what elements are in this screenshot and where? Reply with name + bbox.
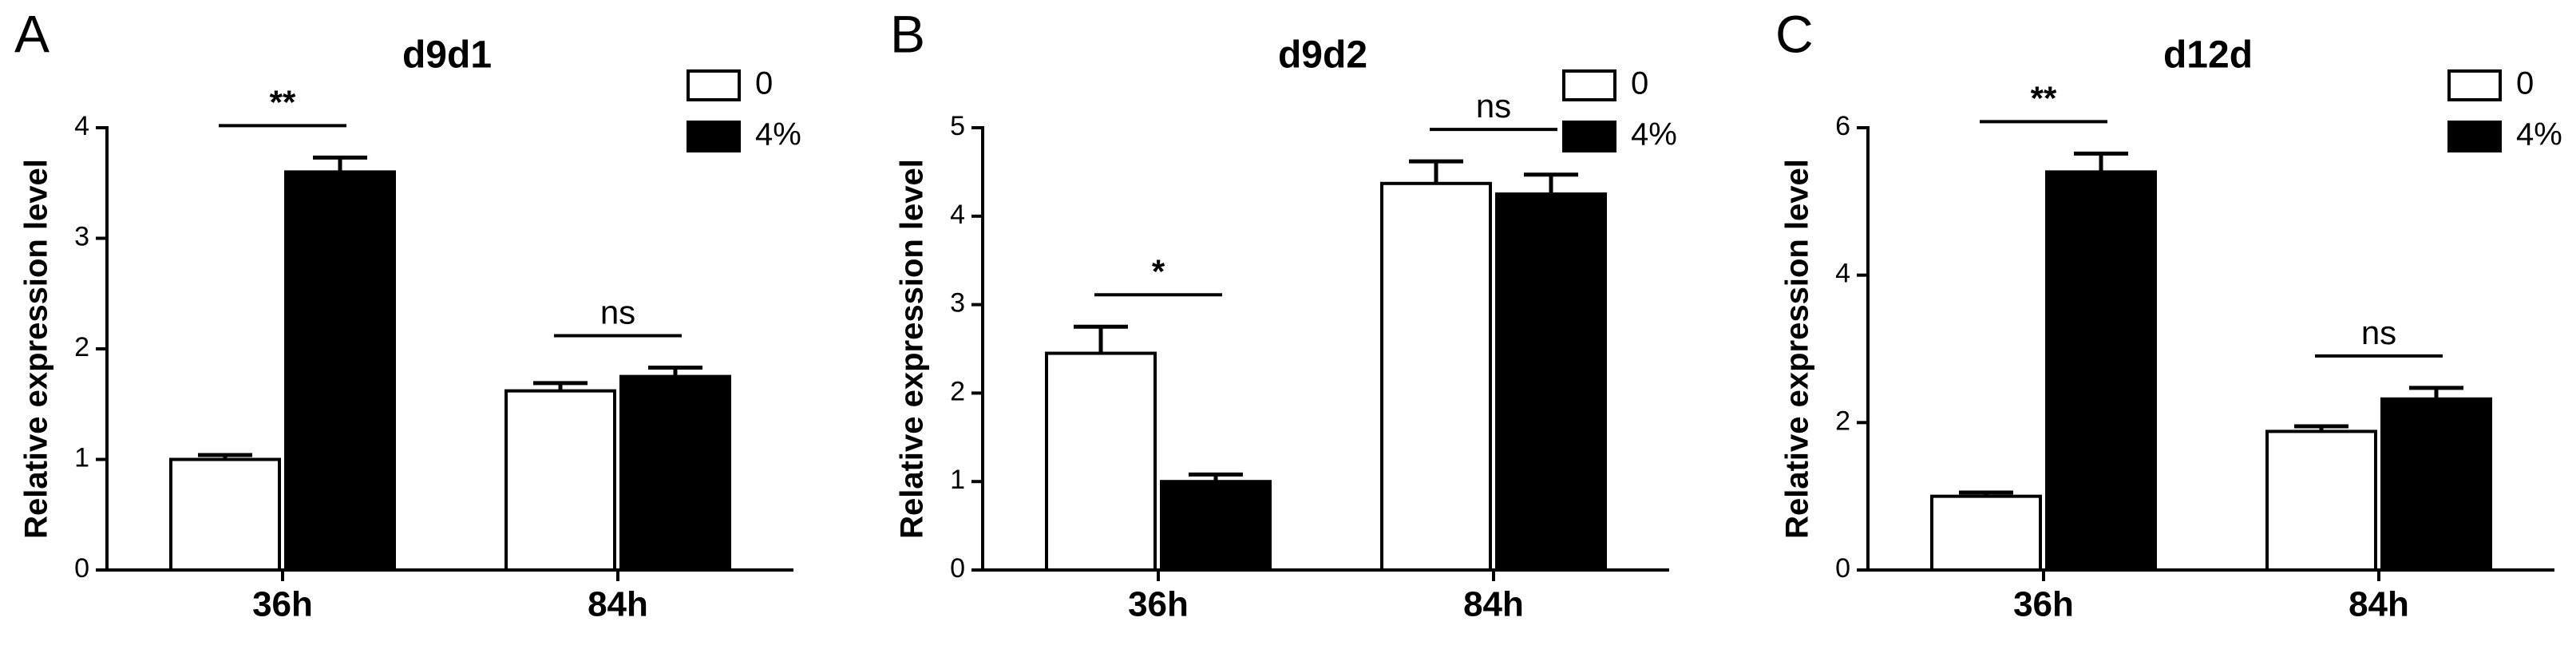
y-tick-label: 5 [950,111,965,141]
x-tick-label: 36h [252,585,313,624]
x-tick-label: 36h [1128,585,1189,624]
panel-letter: C [1775,4,1814,63]
y-tick-label: 2 [74,332,89,362]
y-tick-label: 0 [74,553,89,584]
x-tick-label: 84h [1463,585,1524,624]
bar [1380,181,1492,572]
bar [619,374,731,572]
significance-label: ns [1476,87,1511,125]
y-tick-label: 6 [1835,111,1850,141]
chart-title: d9d1 [402,34,492,77]
y-axis-label: Relative expression level [1780,159,1815,539]
significance-label: ns [2361,314,2396,351]
x-tick-label: 84h [588,585,648,624]
y-tick-label: 0 [950,553,965,584]
y-tick-label: 2 [1835,406,1850,436]
bar [2045,170,2157,572]
legend-label: 0 [1631,66,1648,101]
bar [1495,192,1607,572]
y-tick-label: 3 [950,288,965,319]
legend-label: 4% [1631,117,1677,152]
legend-swatch [2447,121,2502,152]
legend-label: 0 [2516,66,2534,101]
x-tick-label: 84h [2348,585,2409,624]
bar [2265,429,2377,572]
significance-label: ** [2031,79,2057,117]
legend-label: 4% [2516,117,2562,152]
bar [169,457,281,572]
legend-label: 4% [755,117,801,152]
bar [2380,397,2492,572]
panel-letter: B [890,4,925,63]
legend-swatch [687,121,741,152]
y-tick-label: 4 [1835,259,1850,289]
y-tick-label: 4 [950,200,965,230]
significance-label: ** [270,83,296,121]
bar [1045,351,1157,572]
y-tick-label: 0 [1835,553,1850,584]
y-tick-label: 2 [950,376,965,406]
chart-title: d9d2 [1278,34,1367,77]
bar [284,170,396,572]
bar [505,389,616,572]
panel-letter: A [14,4,49,63]
legend-swatch [687,69,741,101]
bar [1160,480,1272,572]
chart-title: d12d [2163,34,2253,77]
significance-label: ns [600,294,635,331]
legend-swatch [2447,69,2502,101]
y-axis-label: Relative expression level [19,159,54,539]
bar [1930,494,2042,572]
significance-label: * [1152,252,1165,290]
legend-label: 0 [755,66,773,101]
y-tick-label: 1 [74,442,89,473]
y-axis-label: Relative expression level [895,159,930,539]
legend-swatch [1562,121,1616,152]
y-tick-label: 3 [74,221,89,251]
x-tick-label: 36h [2013,585,2074,624]
y-tick-label: 4 [74,111,89,141]
legend-swatch [1562,69,1616,101]
y-tick-label: 1 [950,465,965,495]
